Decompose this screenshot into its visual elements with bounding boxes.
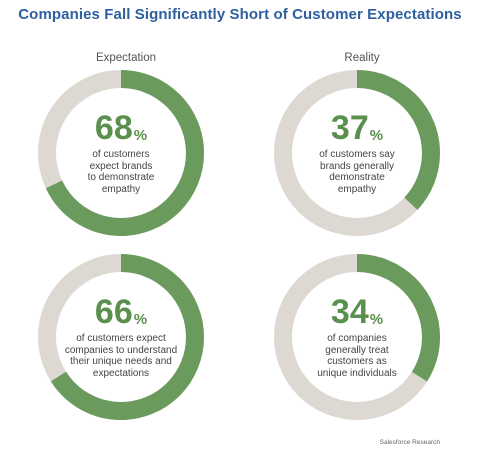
donut-ring: [274, 70, 440, 236]
donut-description-line: of customers say: [319, 149, 395, 160]
donut-reality-empathy: 37% of customers say brands generally demo…: [272, 68, 442, 238]
donut-value: 68%: [94, 109, 148, 147]
donut-description-line: their unique needs and: [70, 356, 172, 367]
donut-description-line: of companies: [327, 333, 387, 344]
donut-description-line: demonstrate: [329, 172, 385, 183]
donut-description-line: empathy: [101, 183, 141, 195]
donut-description: of customers say brands generally demonstr…: [319, 149, 395, 195]
donut-description: of customers expect brands to demonstrate e…: [88, 149, 155, 195]
donut-ring: [38, 254, 204, 420]
donut-description-line: expect brands: [89, 160, 153, 172]
donut-reality-unique: 34% of companies generally treat customers…: [272, 252, 442, 422]
donut-description-line: to demonstrate: [87, 172, 155, 183]
donut-ring: [38, 70, 204, 236]
donut-value-arc: [38, 254, 204, 420]
source-note: Salesforce Research: [379, 439, 440, 446]
donut-description-line: generally treat: [325, 344, 389, 356]
donut-value-arc: [38, 70, 204, 236]
column-header-reality: Reality: [344, 52, 380, 64]
donut-description: of customers expect companies to understa…: [65, 333, 177, 379]
donut-value: 34%: [330, 293, 384, 331]
donut-description-line: companies to understand: [64, 344, 178, 356]
donut-description-line: of customers: [92, 149, 150, 160]
donut-value-arc: [274, 70, 440, 236]
donut-ring: [274, 254, 440, 420]
donut-expect-understanding: 66% of customers expect companies to unde…: [36, 252, 206, 422]
donut-description-line: brands generally: [320, 160, 394, 172]
donut-description-line: empathy: [337, 183, 377, 195]
column-header-expectation: Expectation: [95, 52, 157, 64]
donut-description-line: of customers expect: [76, 333, 166, 344]
donut-description-line: customers as: [327, 356, 387, 367]
donut-description-line: unique individuals: [317, 367, 397, 379]
chart-title: Companies Fall Significantly Short of Cu…: [18, 6, 462, 23]
donut-value: 66%: [94, 293, 148, 331]
donut-description-line: expectations: [92, 367, 150, 379]
donut-value-arc: [274, 254, 440, 420]
donut-expect-empathy: 68% of customers expect brands to demonstr…: [36, 68, 206, 238]
donut-description: of companies generally treat customers as u…: [317, 333, 397, 379]
donut-value: 37%: [330, 109, 384, 147]
